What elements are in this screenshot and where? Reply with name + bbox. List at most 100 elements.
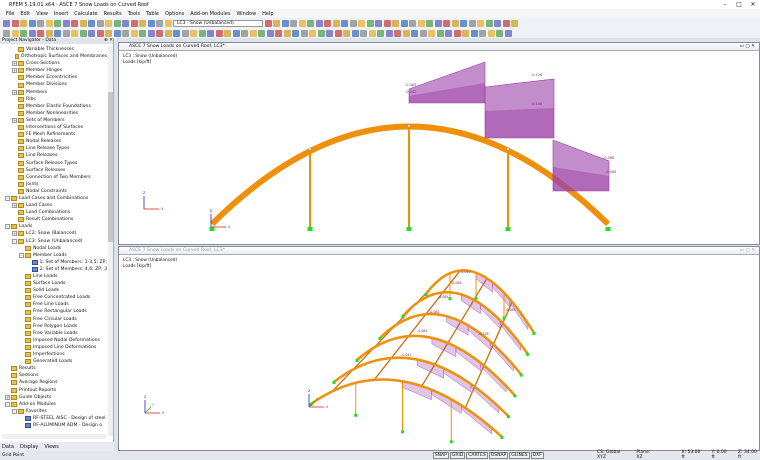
toolbar1-tool-icon[interactable]	[37, 19, 44, 27]
toolbar2-tool-icon[interactable]	[173, 29, 180, 37]
toolbar1-tool-icon[interactable]	[383, 19, 391, 27]
expand-icon[interactable]	[12, 104, 17, 109]
toolbar2-tool-icon[interactable]	[453, 29, 461, 37]
view-window-buttons[interactable]: ▭ ▢ ✕	[739, 248, 755, 253]
tree-item[interactable]: Ribs	[0, 96, 107, 103]
expand-icon[interactable]	[12, 132, 17, 137]
toolbar1-tool-icon[interactable]	[315, 19, 323, 27]
toolbar2-tool-icon[interactable]	[309, 29, 316, 37]
tree-item[interactable]: RF-ALUMINUM ADM - Design o	[0, 422, 107, 429]
toolbar2-tool-icon[interactable]	[147, 29, 155, 37]
toolbar2-tool-icon[interactable]	[351, 29, 359, 37]
toolbar1-tool-icon[interactable]	[3, 19, 10, 27]
toolbar1-tool-icon[interactable]	[349, 19, 357, 27]
expand-icon[interactable]: -	[5, 196, 10, 202]
toolbar1-tool-icon[interactable]	[434, 19, 442, 27]
tree-item[interactable]: Joints	[0, 181, 107, 188]
toolbar2-tool-icon[interactable]	[71, 29, 78, 37]
menu-edit[interactable]: Edit	[20, 10, 31, 17]
toolbar2-tool-icon[interactable]	[54, 29, 61, 37]
tree-item[interactable]: Free Polygon Loads	[0, 323, 107, 330]
expand-icon[interactable]	[12, 182, 17, 187]
toolbar2-tool-icon[interactable]	[419, 29, 427, 37]
menu-file[interactable]: File	[6, 10, 15, 17]
toolbar2-tool-icon[interactable]	[198, 29, 206, 37]
expand-icon[interactable]	[19, 352, 24, 357]
toolbar1-tool-icon[interactable]	[477, 19, 484, 27]
maximize-button[interactable]: □	[736, 1, 742, 8]
expand-icon[interactable]	[19, 324, 24, 329]
expand-icon[interactable]	[5, 366, 10, 371]
toolbar2-tool-icon[interactable]	[45, 29, 53, 37]
toggle-grid[interactable]: GRID	[449, 451, 466, 459]
tree-item[interactable]: + Cross-Sections	[0, 60, 107, 67]
view-window-buttons[interactable]: ▭ ▢ ✕	[739, 44, 755, 49]
toolbar1-tool-icon[interactable]	[54, 19, 61, 27]
toolbar1-tool-icon[interactable]	[460, 19, 467, 27]
close-button[interactable]: ✕	[750, 1, 756, 8]
tree-item[interactable]: Generated Loads	[0, 358, 107, 365]
toolbar2-tool-icon[interactable]	[275, 29, 282, 37]
toolbar1-tool-icon[interactable]	[45, 19, 53, 27]
expand-icon[interactable]: +	[5, 394, 10, 400]
tree-item[interactable]: Connection of Two Members	[0, 174, 107, 181]
toolbar2-tool-icon[interactable]	[334, 29, 342, 37]
toolbar1-tool-icon[interactable]	[290, 19, 297, 27]
toggle-cartes[interactable]: CARTES	[466, 451, 488, 459]
tree-item[interactable]: + Guide Objects	[0, 394, 107, 401]
navigator-close-icon[interactable]: ⊕ ✕	[104, 38, 113, 43]
model-3d-canvas[interactable]: -0.042 -0.084 -0.084 -0.084 -0.084 -0.042 -0.1…	[119, 247, 760, 452]
expand-icon[interactable]	[12, 175, 17, 180]
toolbar1-tool-icon[interactable]	[164, 19, 172, 27]
toolbar2-tool-icon[interactable]	[402, 29, 410, 37]
toolbar1-tool-icon[interactable]	[28, 19, 36, 27]
view-window-2d[interactable]: ASCE 7 Snow Loads on Curved Roof, LC3* ▭…	[118, 42, 760, 245]
toolbar1-tool-icon[interactable]	[417, 19, 425, 27]
toolbar2-tool-icon[interactable]	[28, 29, 36, 37]
expand-icon[interactable]	[19, 331, 24, 336]
tree-item[interactable]: - Add-on Modules	[0, 401, 107, 408]
toolbar1-tool-icon[interactable]	[11, 19, 19, 27]
tree-item[interactable]: Line Loads	[0, 273, 107, 280]
toolbar2-tool-icon[interactable]	[181, 29, 189, 37]
expand-icon[interactable]: -	[12, 408, 17, 414]
expand-icon[interactable]	[19, 310, 24, 315]
toolbar2-tool-icon[interactable]	[258, 29, 265, 37]
tree-item[interactable]: Result Combinations	[0, 216, 107, 223]
tree-item[interactable]: Nodal Loads	[0, 245, 107, 252]
toolbar1-tool-icon[interactable]	[139, 19, 146, 27]
expand-icon[interactable]	[19, 246, 24, 251]
tree-item[interactable]: + Load Cases	[0, 202, 107, 209]
toolbar2-tool-icon[interactable]	[139, 29, 146, 37]
tree-item[interactable]: Surface Release Types	[0, 160, 107, 167]
expand-icon[interactable]	[19, 423, 24, 428]
tab-views[interactable]: Views	[44, 443, 59, 450]
toolbar1-tool-icon[interactable]	[400, 19, 408, 27]
toolbar2-tool-icon[interactable]	[266, 29, 274, 37]
expand-icon[interactable]: -	[19, 252, 24, 258]
tree-item[interactable]: - Favorites	[0, 408, 107, 415]
toolbar2-tool-icon[interactable]	[96, 29, 104, 37]
toolbar2-tool-icon[interactable]	[190, 29, 197, 37]
tree-item[interactable]: Imposed Nodal Deformations	[0, 337, 107, 344]
model-2d-canvas[interactable]: -0.084 -0.042 -0.126 -0.100 -0.068 -0.084 Z X Z X	[119, 43, 760, 246]
tree-item[interactable]: Surface Releases	[0, 167, 107, 174]
expand-icon[interactable]	[12, 97, 17, 102]
tree-item[interactable]: 2: Set of Members: 4,6; ZP; 3	[0, 266, 107, 273]
toolbar2-tool-icon[interactable]	[385, 29, 393, 37]
toolbar2-tool-icon[interactable]	[249, 29, 257, 37]
tree-item[interactable]: - Loads	[0, 223, 107, 230]
toolbar2-tool-icon[interactable]	[156, 29, 163, 37]
expand-icon[interactable]	[19, 302, 24, 307]
expand-icon[interactable]	[12, 189, 17, 194]
expand-icon[interactable]: +	[12, 231, 17, 237]
toolbar2-tool-icon[interactable]	[436, 29, 444, 37]
toolbar1-tool-icon[interactable]	[307, 19, 314, 27]
toolbar2-tool-icon[interactable]	[326, 29, 333, 37]
tree-item[interactable]: - Load Cases and Combinations	[0, 195, 107, 202]
menu-results[interactable]: Results	[103, 10, 122, 17]
toolbar1-tool-icon[interactable]	[156, 19, 163, 27]
toolbar2-tool-icon[interactable]	[105, 29, 112, 37]
toolbar2-tool-icon[interactable]	[479, 29, 486, 37]
expand-icon[interactable]: +	[12, 89, 17, 95]
